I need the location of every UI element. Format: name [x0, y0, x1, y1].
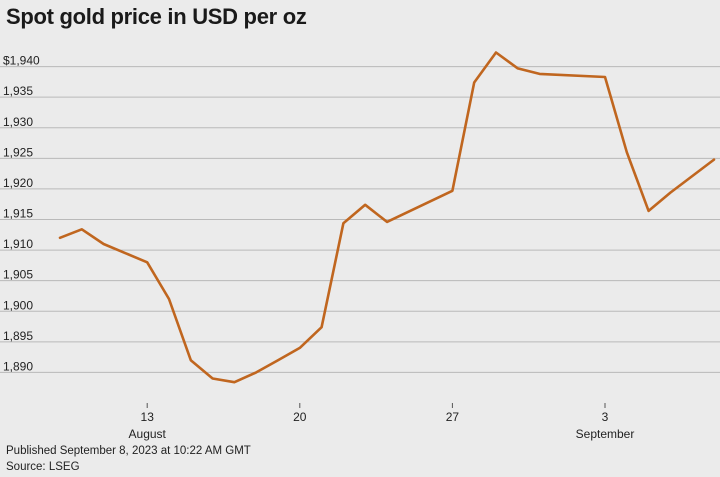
- y-tick-label: 1,915: [3, 207, 33, 221]
- y-tick-label: 1,895: [3, 329, 33, 343]
- gridlines: [0, 66, 720, 373]
- y-tick-label: 1,890: [3, 359, 33, 373]
- y-tick-label: 1,930: [3, 115, 33, 129]
- y-axis-ticks: 1,890 1,895 1,900 1,905 1,910 1,915 1,920 1,925…: [3, 54, 40, 374]
- chart-title: Spot gold price in USD per oz: [6, 4, 307, 29]
- x-tick-label: 20: [293, 410, 307, 424]
- y-tick-label: 1,925: [3, 145, 33, 159]
- y-tick-label: 1,905: [3, 268, 33, 282]
- series-layer: [58, 51, 716, 384]
- x-tick-label: 13: [141, 410, 155, 424]
- y-tick-label: 1,935: [3, 84, 33, 98]
- published-note: Published September 8, 2023 at 10:22 AM …: [6, 445, 251, 457]
- x-tick-sublabel: August: [129, 427, 167, 441]
- x-tick-label: 27: [446, 410, 460, 424]
- y-tick-label: 1,900: [3, 298, 33, 312]
- series-line: [58, 51, 716, 384]
- source-note: Source: LSEG: [6, 461, 80, 473]
- x-tick-sublabel: September: [576, 427, 635, 441]
- x-axis-ticks: 13 August 20 27 3 September: [129, 403, 635, 441]
- y-tick-label: $1,940: [3, 54, 40, 68]
- y-tick-label: 1,910: [3, 237, 33, 251]
- y-tick-label: 1,920: [3, 176, 33, 190]
- x-tick-label: 3: [602, 410, 609, 424]
